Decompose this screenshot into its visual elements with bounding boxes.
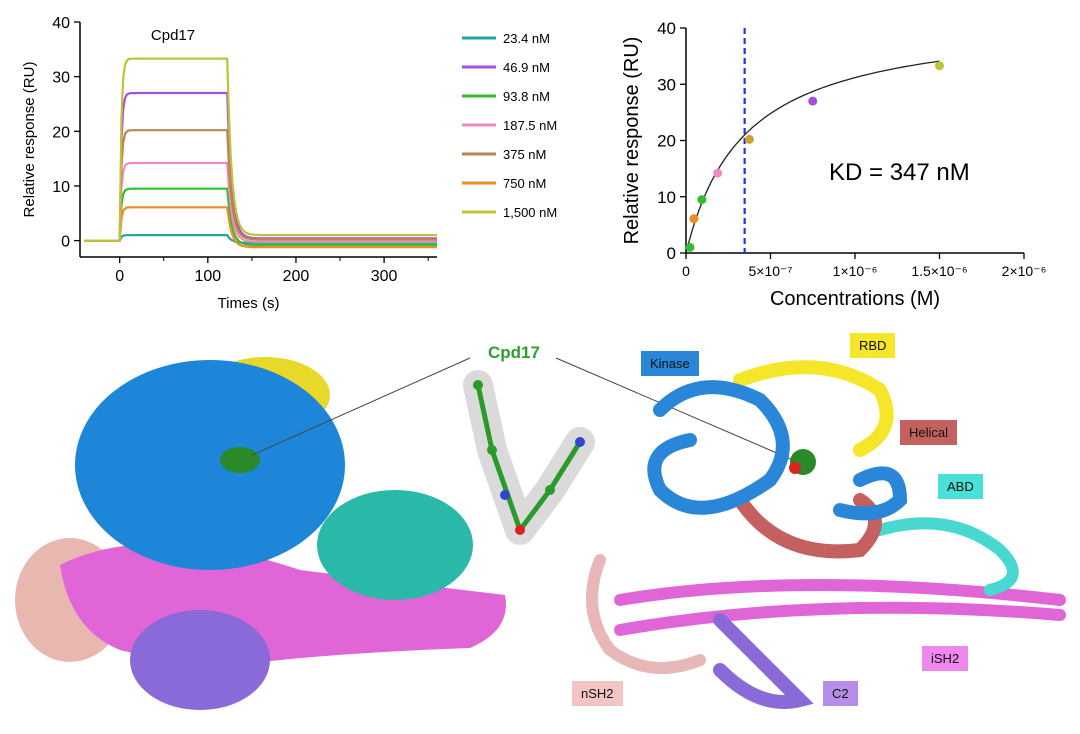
cryo-em-density-map <box>15 357 506 710</box>
y-tick-label: 40 <box>52 15 70 32</box>
domain-label-rbd: RBD <box>850 333 896 358</box>
legend-label-4: 187.5 nM <box>503 118 557 133</box>
callout-line-left <box>251 357 471 456</box>
x-tick-label: 1.5×10⁻⁶ <box>911 263 967 279</box>
domain-label-kinase: Kinase <box>641 351 699 376</box>
structure-illustration-panel: Cpd17 Kinase RBD Helical ABD iSH2 nSH2 C… <box>0 330 1080 734</box>
x-tick-label: 300 <box>371 268 398 285</box>
affinity-fit-chart: 0 10 20 30 40 0 5×10⁻⁷ 1×10⁻⁶ 1.5×10⁻⁶ 2×10⁻⁶ Conc… <box>621 19 1047 310</box>
callout-line-right <box>555 357 801 464</box>
x-tick-label: 5×10⁻⁷ <box>749 263 793 279</box>
density-kinase <box>75 360 345 570</box>
y-tick-label: 30 <box>52 70 70 87</box>
domain-label-abd: ABD <box>938 474 983 499</box>
fit-curve <box>685 60 940 254</box>
data-point-2 <box>689 214 699 224</box>
legend-label-3: 93.8 nM <box>503 89 550 104</box>
ligand-label: Cpd17 <box>488 343 540 362</box>
affinity-fit-panel: 0 10 20 30 40 0 5×10⁻⁷ 1×10⁻⁶ 1.5×10⁻⁶ 2×10⁻⁶ Conc… <box>600 0 1080 330</box>
legend-label-5: 375 nM <box>503 147 546 162</box>
spr-sensorgram-panel: 0 10 20 30 40 0 100 200 300 Times (s) Relative res… <box>0 0 600 330</box>
y-tick-label: 20 <box>52 124 70 141</box>
data-point-1 <box>685 242 695 252</box>
cartoon-rbd <box>733 360 894 457</box>
cartoon-model <box>586 360 1066 709</box>
series-line-7 <box>84 57 437 242</box>
kd-annotation: KD = 347 nM <box>829 159 970 186</box>
data-point-7 <box>935 61 944 71</box>
y-tick-label: 10 <box>52 179 70 196</box>
domain-label-nsh2: nSH2 <box>572 681 623 706</box>
y-tick-label: 30 <box>657 75 676 94</box>
y-axis-title: Relative response (RU) <box>621 37 643 245</box>
legend-label-7: 1,500 nM <box>503 205 557 220</box>
legend-label-6: 750 nM <box>503 176 546 191</box>
series-line-3 <box>84 187 437 247</box>
domain-label-ish2: iSH2 <box>922 646 969 671</box>
x-tick-label: 200 <box>283 268 310 285</box>
y-tick-label: 10 <box>657 188 676 207</box>
data-point-4 <box>713 168 723 178</box>
density-c2 <box>130 610 270 710</box>
density-abd <box>317 490 473 600</box>
x-tick-label: 100 <box>194 268 221 285</box>
x-tick-label: 1×10⁻⁶ <box>833 263 878 279</box>
x-tick-label: 2×10⁻⁶ <box>1002 263 1047 279</box>
y-tick-label: 0 <box>667 244 676 263</box>
series-line-6 <box>84 206 437 249</box>
series-line-2 <box>84 91 437 242</box>
y-tick-label: 0 <box>61 234 70 251</box>
data-point-3 <box>697 195 707 205</box>
y-axis-title: Relative response (RU) <box>21 62 38 218</box>
y-tick-label: 20 <box>657 132 676 151</box>
data-point-5 <box>744 134 754 144</box>
x-tick-label: 0 <box>115 268 124 285</box>
density-ligand <box>220 447 260 473</box>
cartoon-kinase <box>647 380 908 521</box>
legend-label-1: 23.4 nM <box>503 31 550 46</box>
x-tick-label: 0 <box>682 263 690 279</box>
ligand-density-inset <box>463 370 595 545</box>
spr-sensorgram-chart: 0 10 20 30 40 0 100 200 300 Times (s) Relative res… <box>21 15 557 312</box>
y-tick-label: 40 <box>657 19 676 38</box>
structure-illustration: Cpd17 <box>15 343 1066 710</box>
x-axis-title: Times (s) <box>218 295 280 312</box>
cartoon-abd <box>874 517 1019 596</box>
domain-label-helical: Helical <box>900 420 958 445</box>
cartoon-c2 <box>713 613 814 709</box>
chart-title: Cpd17 <box>151 27 195 44</box>
series-line-4 <box>84 161 437 243</box>
cartoon-nsh2 <box>586 554 706 674</box>
data-point-6 <box>808 96 818 106</box>
domain-label-c2: C2 <box>823 681 858 706</box>
legend-label-2: 46.9 nM <box>503 60 550 75</box>
x-axis-title: Concentrations (M) <box>770 288 940 310</box>
series-line-5 <box>84 129 437 242</box>
